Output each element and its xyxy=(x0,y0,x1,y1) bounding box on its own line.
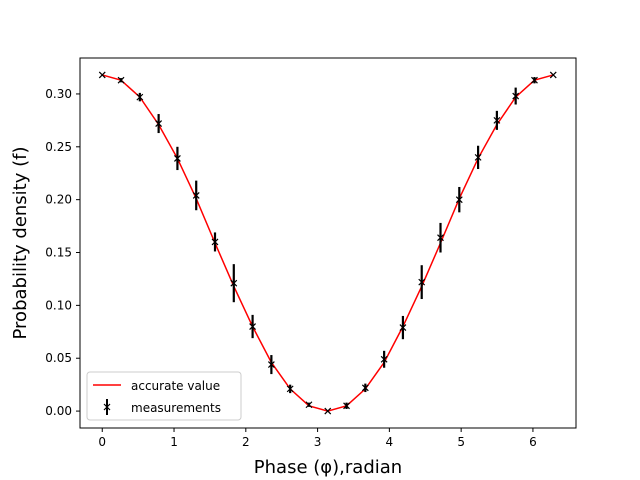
plot-background xyxy=(80,58,576,428)
y-tick-label: 0.00 xyxy=(45,404,72,418)
x-axis-label: Phase (φ),radian xyxy=(254,457,402,478)
legend-marker-swatch xyxy=(103,403,111,411)
measurement-point xyxy=(249,323,257,330)
measurement-point xyxy=(324,407,332,415)
measurement-point xyxy=(117,76,125,84)
measurement-point xyxy=(474,153,482,161)
y-tick-label: 0.10 xyxy=(45,298,72,312)
measurement-point xyxy=(230,279,238,287)
measurement-point xyxy=(211,238,219,246)
legend-label-measurements: measurements xyxy=(131,401,221,415)
measurement-point xyxy=(136,93,144,101)
y-tick-label: 0.30 xyxy=(45,87,72,101)
x-axis: 0 1 2 3 4 5 6 xyxy=(98,428,537,449)
measurement-point xyxy=(437,234,444,242)
x-tick-label: 4 xyxy=(386,435,394,449)
x-tick-label: 1 xyxy=(170,435,178,449)
legend-label-accurate: accurate value xyxy=(131,379,220,393)
measurement-point xyxy=(531,76,538,84)
y-axis: 0.00 0.05 0.10 0.15 0.20 0.25 0.30 xyxy=(45,87,80,418)
measurement-point xyxy=(418,278,426,286)
y-axis-label: Probability density (f) xyxy=(10,147,31,340)
measurement-point xyxy=(455,196,463,204)
measurement-point xyxy=(305,401,313,409)
measurement-point xyxy=(173,155,181,162)
measurement-point xyxy=(155,120,163,127)
measurement-point xyxy=(512,92,520,100)
y-tick-label: 0.15 xyxy=(45,246,72,260)
y-tick-label: 0.20 xyxy=(45,193,72,207)
x-tick-label: 3 xyxy=(314,435,322,449)
measurement-point xyxy=(380,355,388,363)
measurement-point xyxy=(343,402,350,410)
x-tick-label: 6 xyxy=(529,435,537,449)
series-layer xyxy=(98,71,557,415)
legend: accurate value measurements xyxy=(86,371,242,421)
measurement-point xyxy=(361,384,369,392)
measurement-point xyxy=(267,361,275,368)
measurement-point xyxy=(399,324,407,331)
measurement-point xyxy=(98,71,106,79)
measurement-point xyxy=(549,71,557,79)
y-tick-label: 0.05 xyxy=(45,351,72,365)
x-tick-label: 0 xyxy=(98,435,106,449)
legend-box xyxy=(86,371,242,421)
measurement-point xyxy=(192,192,200,199)
plot-frame xyxy=(79,57,577,429)
measurement-point xyxy=(286,385,294,393)
x-tick-label: 5 xyxy=(457,435,465,449)
y-tick-label: 0.25 xyxy=(45,140,72,154)
x-tick-label: 2 xyxy=(242,435,250,449)
measurement-point xyxy=(493,116,501,124)
